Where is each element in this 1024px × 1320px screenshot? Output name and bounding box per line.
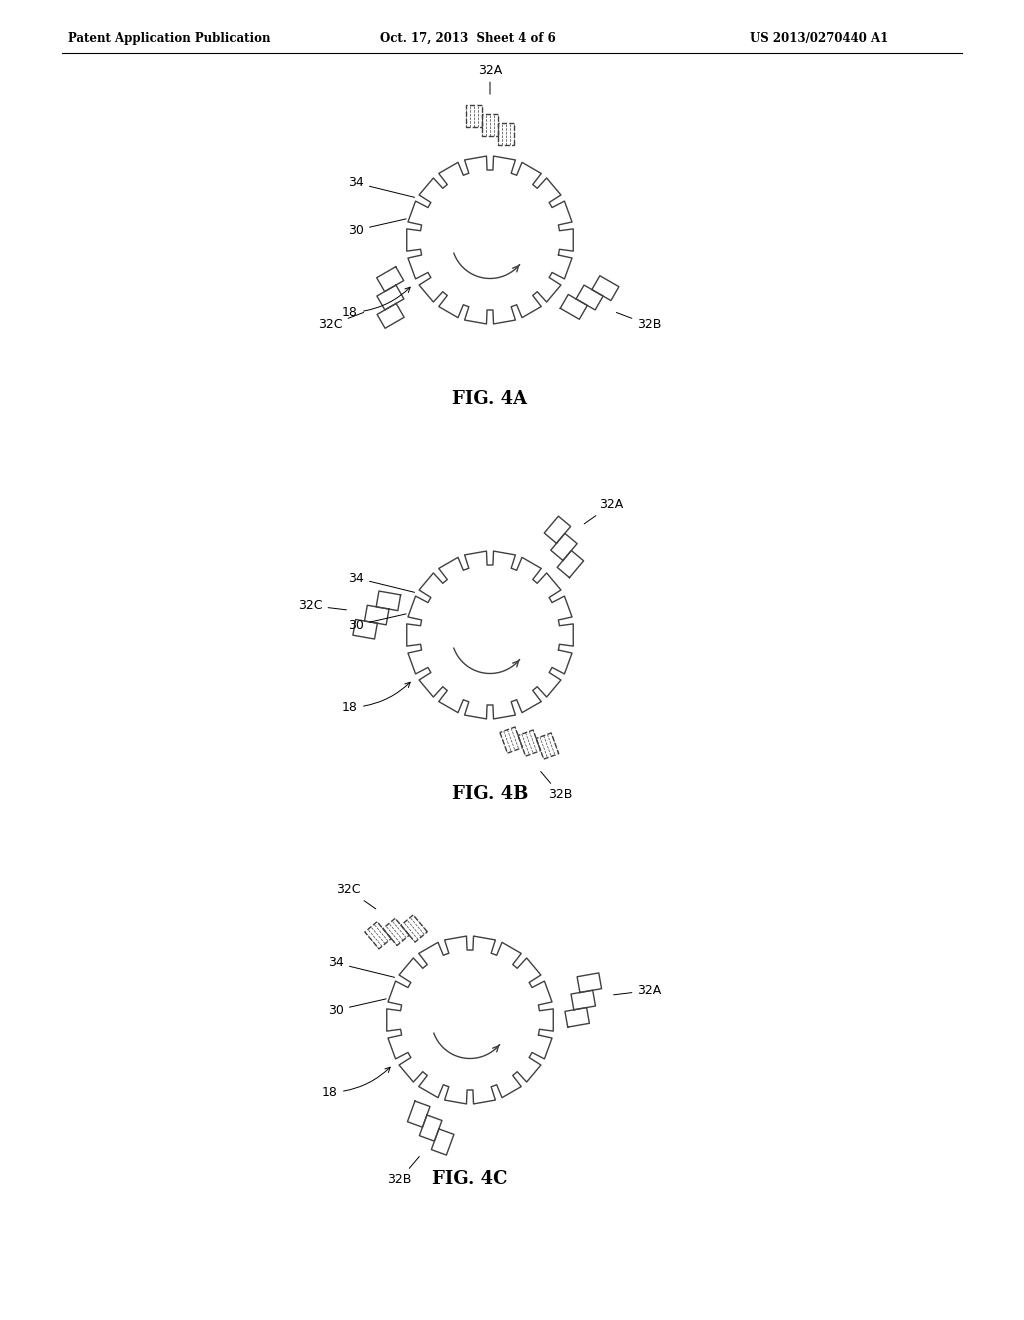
Text: Patent Application Publication: Patent Application Publication: [68, 32, 270, 45]
Text: Oct. 17, 2013  Sheet 4 of 6: Oct. 17, 2013 Sheet 4 of 6: [380, 32, 556, 45]
Text: 32B: 32B: [541, 771, 572, 801]
Text: 32B: 32B: [616, 313, 662, 331]
Text: 18: 18: [323, 1068, 390, 1100]
Text: FIG. 4A: FIG. 4A: [453, 389, 527, 408]
Text: 30: 30: [348, 219, 407, 236]
Text: 30: 30: [328, 999, 386, 1016]
Text: FIG. 4C: FIG. 4C: [432, 1170, 508, 1188]
Text: 32A: 32A: [613, 983, 662, 997]
Text: 32A: 32A: [585, 498, 624, 524]
Text: FIG. 4B: FIG. 4B: [452, 785, 528, 803]
Text: 32C: 32C: [298, 599, 346, 612]
Text: 34: 34: [329, 957, 394, 977]
Text: 30: 30: [348, 614, 407, 632]
Text: 34: 34: [348, 572, 415, 593]
Text: 32B: 32B: [387, 1156, 419, 1187]
Text: 18: 18: [342, 682, 411, 714]
Text: US 2013/0270440 A1: US 2013/0270440 A1: [750, 32, 888, 45]
Text: 32C: 32C: [318, 313, 364, 331]
Text: 34: 34: [348, 177, 415, 197]
Text: 32A: 32A: [478, 63, 502, 94]
Text: 32C: 32C: [336, 883, 376, 909]
Text: 18: 18: [342, 288, 411, 319]
